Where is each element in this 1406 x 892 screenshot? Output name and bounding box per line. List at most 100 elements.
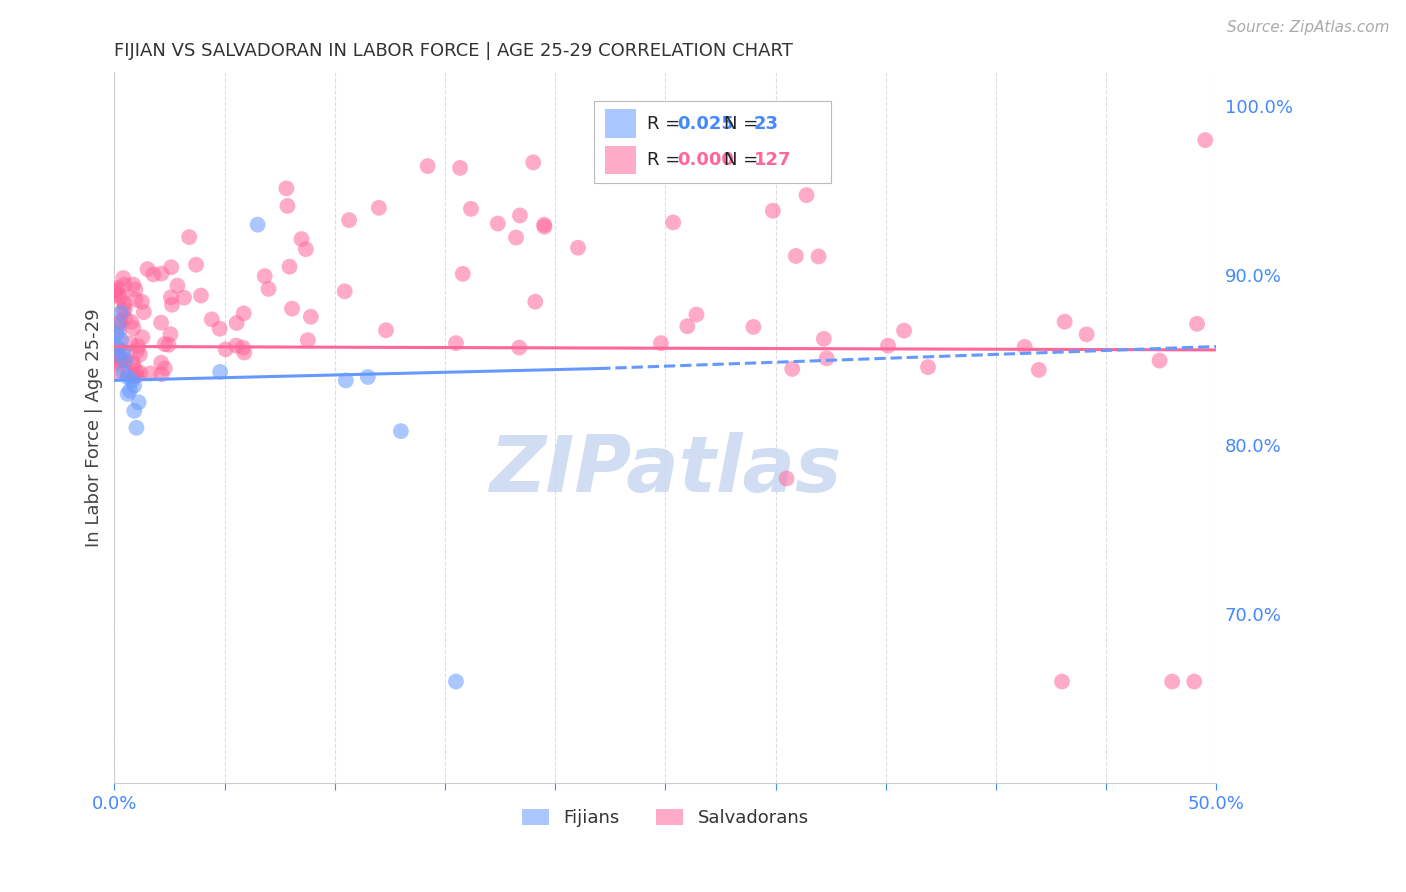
Point bbox=[118, 336, 141, 351]
Point bbox=[179, 230, 201, 244]
Point bbox=[775, 471, 797, 485]
Point bbox=[257, 282, 280, 296]
Point bbox=[215, 343, 238, 357]
Point bbox=[117, 387, 139, 401]
Point bbox=[110, 352, 132, 367]
Point bbox=[105, 367, 128, 381]
Point bbox=[108, 348, 131, 362]
Point bbox=[150, 316, 173, 330]
Point bbox=[112, 344, 135, 359]
Text: FIJIAN VS SALVADORAN IN LABOR FORCE | AGE 25-29 CORRELATION CHART: FIJIAN VS SALVADORAN IN LABOR FORCE | AG… bbox=[114, 42, 793, 60]
Point bbox=[104, 346, 127, 360]
Point bbox=[184, 258, 207, 272]
Point bbox=[807, 249, 830, 263]
Point bbox=[125, 421, 148, 435]
Point bbox=[1161, 674, 1184, 689]
Point bbox=[337, 213, 360, 227]
Point bbox=[142, 268, 165, 282]
Point bbox=[567, 241, 589, 255]
Point bbox=[676, 319, 699, 334]
Point bbox=[114, 297, 136, 311]
Point bbox=[124, 282, 146, 296]
Point bbox=[232, 341, 254, 355]
Point bbox=[121, 358, 143, 372]
Point bbox=[122, 321, 145, 335]
Point bbox=[153, 337, 176, 351]
Point bbox=[125, 368, 148, 382]
Point bbox=[449, 161, 471, 175]
Point bbox=[290, 232, 312, 246]
Point bbox=[297, 333, 319, 347]
Point bbox=[159, 327, 181, 342]
Point bbox=[132, 305, 155, 319]
Point bbox=[107, 281, 129, 295]
Point bbox=[917, 360, 939, 375]
Point bbox=[117, 367, 139, 381]
Point bbox=[129, 366, 152, 380]
Text: 127: 127 bbox=[754, 151, 792, 169]
Point bbox=[124, 293, 146, 307]
Point bbox=[131, 330, 153, 344]
Point bbox=[105, 350, 128, 364]
Legend: Fijians, Salvadorans: Fijians, Salvadorans bbox=[515, 802, 815, 834]
Point bbox=[276, 181, 298, 195]
Point bbox=[112, 365, 135, 379]
Point bbox=[105, 327, 128, 342]
Point bbox=[201, 312, 224, 326]
Point bbox=[104, 284, 127, 298]
Point bbox=[233, 345, 256, 359]
Point bbox=[150, 356, 173, 370]
Point bbox=[121, 373, 143, 387]
Point bbox=[104, 283, 127, 297]
Point bbox=[780, 362, 803, 376]
Point bbox=[815, 351, 838, 366]
Point bbox=[105, 339, 128, 353]
Point bbox=[125, 369, 148, 384]
Point bbox=[522, 155, 544, 169]
Point bbox=[111, 347, 134, 361]
Point bbox=[444, 336, 467, 351]
Point bbox=[389, 424, 412, 438]
Text: N =: N = bbox=[724, 151, 763, 169]
Point bbox=[375, 323, 398, 337]
Point bbox=[533, 218, 555, 232]
Point bbox=[209, 365, 232, 379]
Point bbox=[299, 310, 322, 324]
Point bbox=[281, 301, 304, 316]
Point bbox=[122, 378, 145, 392]
Point bbox=[1185, 317, 1208, 331]
Text: ZIPatlas: ZIPatlas bbox=[489, 433, 841, 508]
Point bbox=[1182, 674, 1205, 689]
Point bbox=[105, 288, 128, 302]
Point bbox=[157, 338, 180, 352]
Point bbox=[112, 271, 135, 285]
Point bbox=[509, 209, 531, 223]
Point bbox=[139, 367, 162, 381]
Point bbox=[114, 311, 136, 326]
Point bbox=[121, 315, 143, 329]
Point bbox=[1076, 327, 1098, 342]
Text: N =: N = bbox=[724, 114, 763, 133]
Point bbox=[160, 298, 183, 312]
Point bbox=[122, 404, 145, 418]
Point bbox=[1053, 315, 1076, 329]
Point bbox=[150, 267, 173, 281]
Point bbox=[110, 352, 132, 367]
Point bbox=[877, 339, 900, 353]
Point bbox=[662, 215, 685, 229]
Point bbox=[508, 341, 530, 355]
Point bbox=[108, 357, 131, 371]
Y-axis label: In Labor Force | Age 25-29: In Labor Force | Age 25-29 bbox=[86, 309, 103, 547]
Text: R =: R = bbox=[647, 114, 686, 133]
Point bbox=[225, 316, 247, 330]
Text: Source: ZipAtlas.com: Source: ZipAtlas.com bbox=[1226, 20, 1389, 35]
Point bbox=[128, 395, 150, 409]
Point bbox=[524, 294, 547, 309]
Point bbox=[1194, 133, 1216, 147]
Point bbox=[110, 306, 132, 320]
Point bbox=[131, 294, 153, 309]
FancyBboxPatch shape bbox=[605, 110, 636, 137]
FancyBboxPatch shape bbox=[605, 145, 636, 174]
Text: 0.000: 0.000 bbox=[678, 151, 734, 169]
Point bbox=[118, 384, 141, 398]
